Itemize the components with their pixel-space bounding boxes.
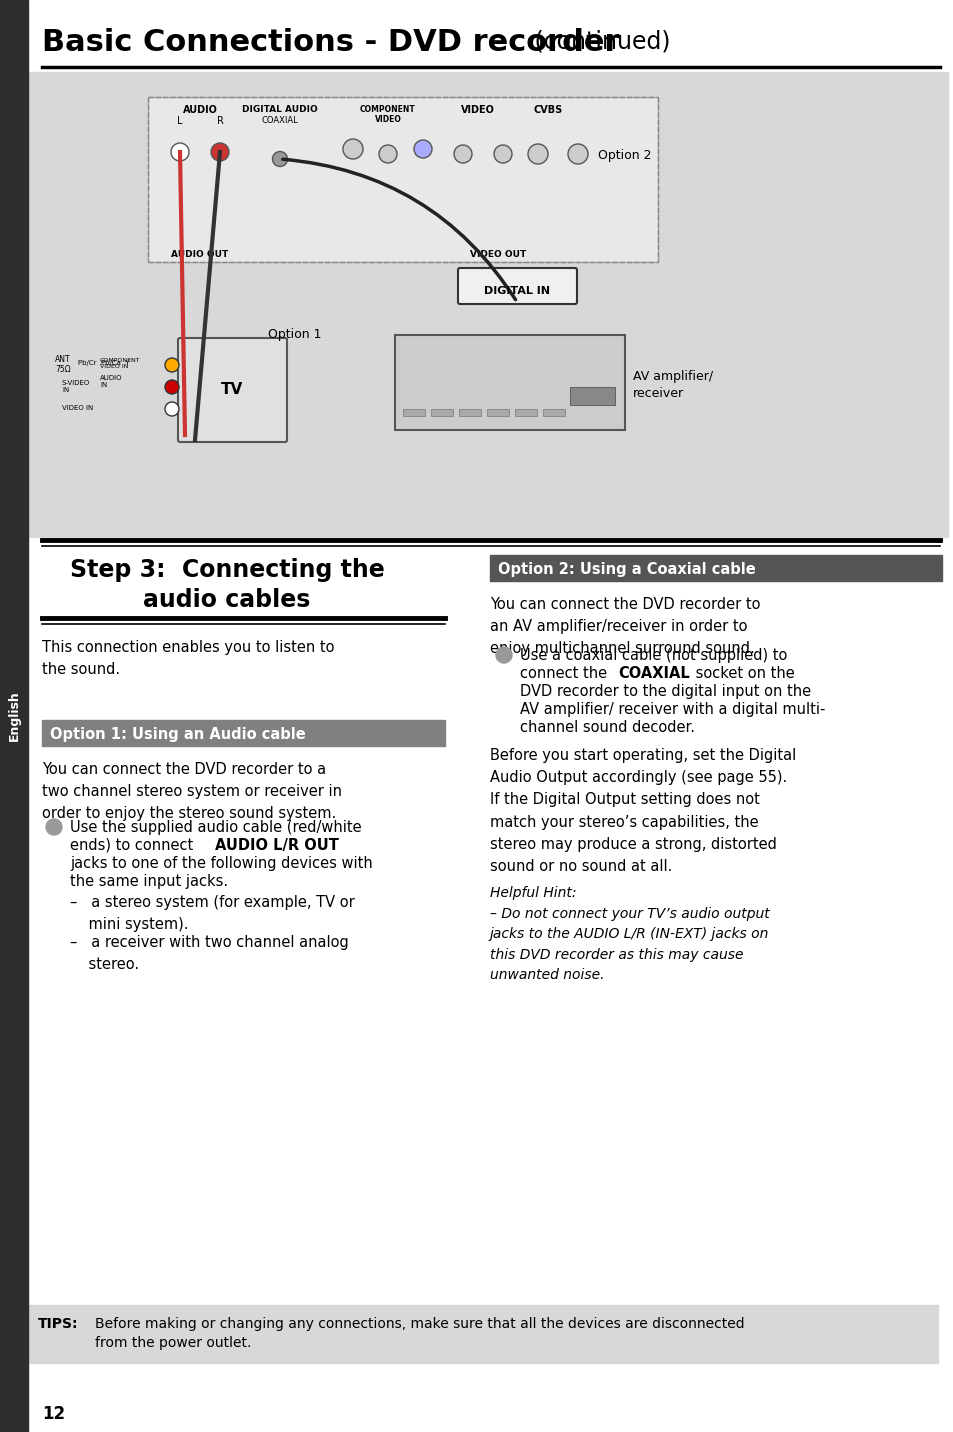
Bar [569, 387, 615, 405]
Text: Option 1: Using an Audio cable: Option 1: Using an Audio cable [50, 727, 305, 742]
Text: TV: TV [221, 382, 243, 398]
Bar [42, 720, 444, 746]
Text: AUDIO L/R OUT: AUDIO L/R OUT [214, 838, 338, 853]
Text: from the power outlet.: from the power outlet. [95, 1336, 251, 1350]
Text: connect the: connect the [519, 666, 611, 682]
Text: Option 2: Option 2 [598, 149, 651, 162]
Text: VIDEO: VIDEO [460, 105, 495, 115]
Text: AUDIO: AUDIO [182, 105, 217, 115]
Text: AUDIO
IN: AUDIO IN [100, 375, 122, 388]
Text: jacks to one of the following devices with: jacks to one of the following devices wi… [70, 856, 373, 871]
Text: channel sound decoder.: channel sound decoder. [519, 720, 695, 735]
Circle shape [211, 143, 229, 160]
Text: DIGITAL AUDIO: DIGITAL AUDIO [242, 105, 317, 115]
Text: DIGITAL IN: DIGITAL IN [483, 286, 550, 296]
Text: L: L [177, 116, 183, 126]
Text: Helpful Hint:
– Do not connect your TV’s audio output
jacks to the AUDIO L/R (IN: Helpful Hint: – Do not connect your TV’s… [490, 886, 769, 982]
Bar [490, 556, 941, 581]
Bar [486, 410, 509, 417]
Text: –   a receiver with two channel analog
    stereo.: – a receiver with two channel analog ste… [70, 935, 349, 972]
Text: S-VIDEO
IN: S-VIDEO IN [62, 379, 91, 392]
Bar [0, 0, 28, 1432]
Text: socket on the: socket on the [690, 666, 794, 682]
Circle shape [165, 379, 179, 394]
Text: COAXIAL: COAXIAL [618, 666, 689, 682]
Bar [431, 410, 453, 417]
Text: COMPONENT
VIDEO: COMPONENT VIDEO [359, 105, 416, 125]
Bar [395, 335, 624, 430]
Bar [28, 72, 947, 537]
Circle shape [165, 402, 179, 417]
Text: Step 3:  Connecting the: Step 3: Connecting the [70, 558, 384, 581]
Circle shape [414, 140, 432, 158]
Text: VIDEO OUT: VIDEO OUT [470, 251, 525, 259]
Text: R: R [216, 116, 223, 126]
Text: the same input jacks.: the same input jacks. [70, 874, 228, 889]
Bar [148, 97, 658, 262]
Text: –   a stereo system (for example, TV or
    mini system).: – a stereo system (for example, TV or mi… [70, 895, 355, 932]
Text: DVD recorder to the digital input on the: DVD recorder to the digital input on the [519, 684, 810, 699]
Text: audio cables: audio cables [143, 589, 311, 611]
Circle shape [378, 145, 396, 163]
Text: AV amplifier/ receiver with a digital multi-: AV amplifier/ receiver with a digital mu… [519, 702, 824, 717]
Circle shape [496, 647, 512, 663]
Text: COMPONENT
VIDEO IN: COMPONENT VIDEO IN [100, 358, 140, 369]
FancyBboxPatch shape [457, 268, 577, 304]
Bar [402, 410, 424, 417]
Circle shape [273, 152, 287, 166]
Bar [28, 1305, 937, 1363]
Bar [542, 410, 564, 417]
Text: VIDEO IN: VIDEO IN [62, 405, 93, 411]
Text: COAXIAL: COAXIAL [261, 116, 298, 125]
Text: Use a coaxial cable (not supplied) to: Use a coaxial cable (not supplied) to [519, 649, 786, 663]
Text: Before making or changing any connections, make sure that all the devices are di: Before making or changing any connection… [95, 1317, 744, 1330]
Text: AUDIO OUT: AUDIO OUT [172, 251, 229, 259]
Bar [515, 410, 537, 417]
Circle shape [527, 145, 547, 165]
FancyBboxPatch shape [178, 338, 287, 442]
Text: English: English [8, 690, 20, 742]
Circle shape [171, 143, 189, 160]
Text: You can connect the DVD recorder to a
two channel stereo system or receiver in
o: You can connect the DVD recorder to a tw… [42, 762, 341, 822]
Circle shape [494, 145, 512, 163]
Text: This connection enables you to listen to
the sound.: This connection enables you to listen to… [42, 640, 335, 677]
Circle shape [567, 145, 587, 165]
Text: receiver: receiver [633, 387, 683, 400]
Text: 12: 12 [42, 1405, 65, 1423]
Text: Basic Connections - DVD recorder: Basic Connections - DVD recorder [42, 29, 618, 57]
Text: ends) to connect: ends) to connect [70, 838, 197, 853]
Circle shape [165, 358, 179, 372]
Text: CVBS: CVBS [533, 105, 562, 115]
Text: Before you start operating, set the Digital
Audio Output accordingly (see page 5: Before you start operating, set the Digi… [490, 748, 796, 874]
Text: (continued): (continued) [526, 30, 670, 54]
Text: TIPS:: TIPS: [38, 1317, 78, 1330]
Text: Use the supplied audio cable (red/white: Use the supplied audio cable (red/white [70, 821, 361, 835]
Text: ANT
75Ω: ANT 75Ω [55, 355, 71, 374]
Bar [458, 410, 480, 417]
Circle shape [454, 145, 472, 163]
Text: You can connect the DVD recorder to
an AV amplifier/receiver in order to
enjoy m: You can connect the DVD recorder to an A… [490, 597, 760, 656]
Circle shape [343, 139, 363, 159]
Text: Pb/Cr  Pb/Ca  Y: Pb/Cr Pb/Ca Y [78, 359, 130, 367]
Text: Option 1: Option 1 [268, 328, 321, 341]
Circle shape [46, 819, 62, 835]
Text: Option 2: Using a Coaxial cable: Option 2: Using a Coaxial cable [497, 561, 755, 577]
Text: AV amplifier/: AV amplifier/ [633, 369, 713, 382]
